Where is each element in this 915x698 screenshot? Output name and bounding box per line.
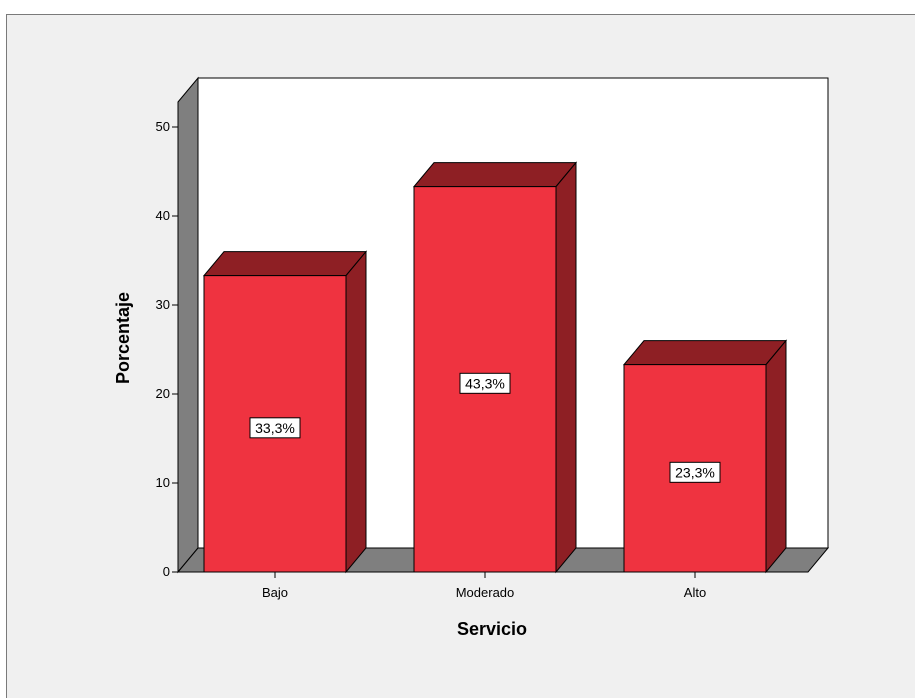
bar-side-2: [765, 339, 787, 574]
x-axis: Bajo Moderado Alto: [178, 571, 808, 600]
bar-bajo: 33,3%: [202, 250, 368, 574]
y-tick-label-2: 20: [156, 386, 170, 401]
bar-side-0: [345, 250, 367, 574]
bar-top-0: [202, 251, 368, 277]
y-tick-label-5: 50: [156, 119, 170, 134]
data-label-box-2: [669, 461, 721, 483]
bar-side-1: [555, 161, 577, 574]
y-tick-label-1: 10: [156, 475, 170, 490]
data-label-0: 33,3%: [255, 420, 295, 436]
bar-alto: 23,3%: [622, 339, 788, 574]
data-label-2: 23,3%: [675, 464, 715, 480]
x-tick-label-1: Moderado: [456, 585, 515, 600]
x-axis-title: Servicio: [457, 619, 527, 639]
x-tick-label-2: Alto: [684, 585, 706, 600]
y-tick-label-4: 40: [156, 208, 170, 223]
data-label-box-1: [459, 372, 511, 394]
bar-top-1: [412, 162, 578, 188]
y-tick-label-0: 0: [163, 564, 170, 579]
y-axis: 0 10 20 30 40 50: [156, 119, 179, 579]
side-wall: [177, 76, 199, 574]
data-label-box-0: [249, 417, 301, 439]
y-tick-label-3: 30: [156, 297, 170, 312]
bar-moderado: 43,3%: [412, 161, 578, 574]
bar-top-2: [622, 340, 788, 366]
y-axis-title: Porcentaje: [113, 292, 133, 384]
bars: 33,3% 43,3% 23,3%: [202, 161, 788, 574]
x-tick-label-0: Bajo: [262, 585, 288, 600]
data-label-1: 43,3%: [465, 375, 505, 391]
